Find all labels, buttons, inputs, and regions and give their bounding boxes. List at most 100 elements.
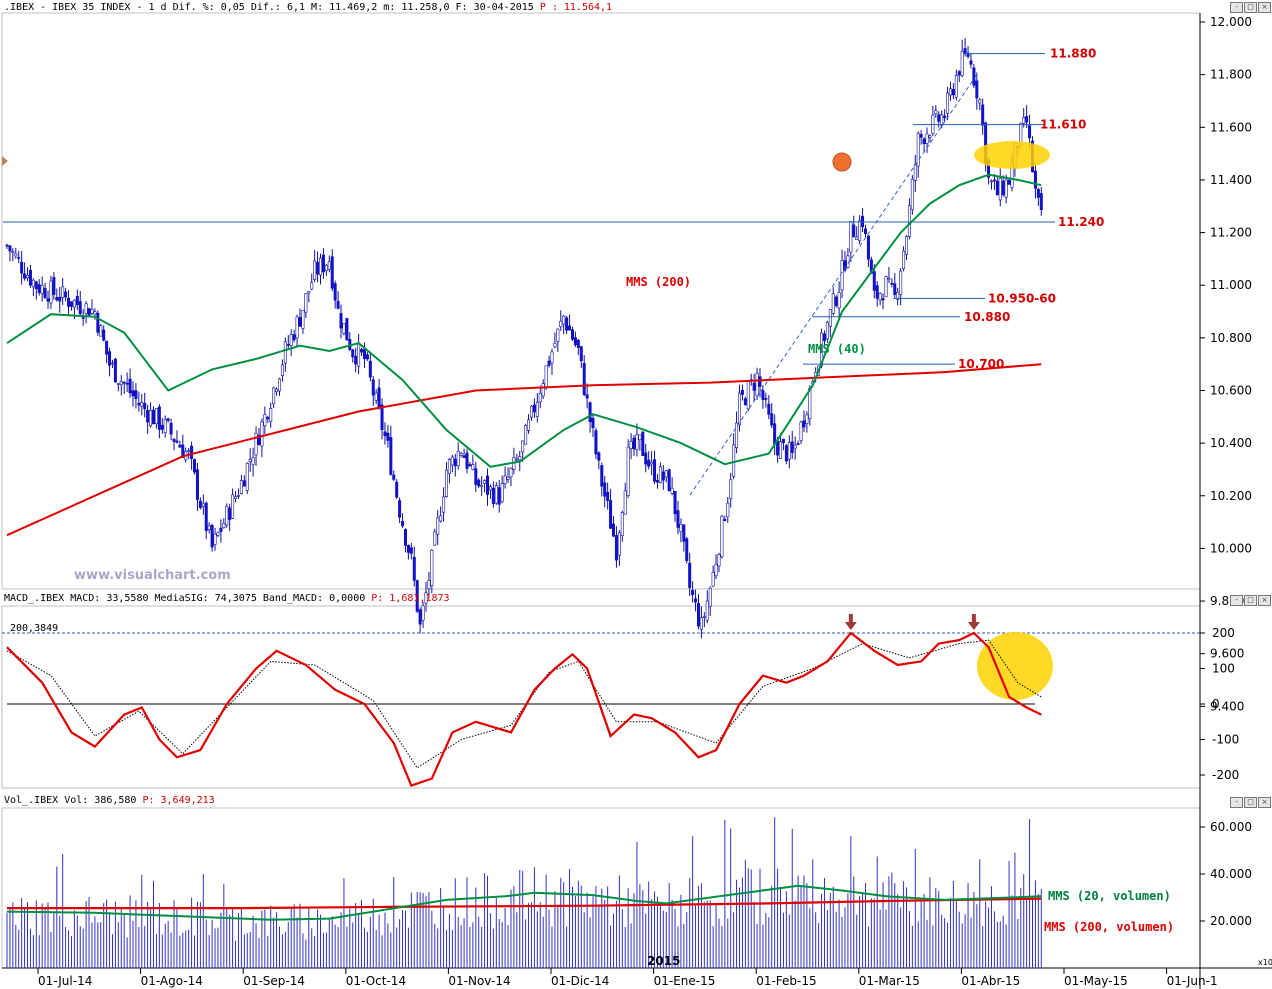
candle-down (491, 487, 495, 505)
candle-up (14, 253, 18, 257)
candle-down (600, 465, 604, 487)
candle-up (456, 451, 460, 466)
candle-up (527, 419, 531, 431)
candle-down (406, 545, 410, 553)
candle-down (743, 398, 747, 406)
candle-down (403, 529, 407, 546)
candle-up (187, 450, 191, 453)
candle-down (395, 481, 399, 498)
candle-down (852, 224, 856, 238)
candle-down (477, 479, 481, 487)
level-label: 11.610 (1040, 118, 1086, 132)
candle-up (424, 592, 428, 604)
candle-up (910, 178, 914, 210)
candle-down (398, 500, 402, 518)
candle-down (758, 376, 762, 387)
candle-up (787, 442, 791, 460)
candle-down (861, 215, 865, 228)
candle-down (691, 590, 695, 595)
candle-down (75, 296, 79, 305)
candle-up (726, 502, 730, 518)
candle-up (711, 572, 715, 587)
main-header-price: P : 11.564,1 (540, 2, 612, 13)
candle-up (319, 257, 323, 276)
candle-up (902, 250, 906, 270)
candle-up (447, 459, 451, 474)
candle-down (863, 228, 867, 235)
candle-down (55, 297, 59, 301)
candle-up (544, 365, 548, 388)
candle-up (559, 320, 563, 328)
candle-down (688, 562, 692, 588)
candle-up (427, 580, 431, 590)
candle-up (837, 292, 841, 309)
candle-down (102, 329, 106, 341)
candle-down (316, 261, 320, 275)
candle-up (324, 264, 328, 271)
candle-down (1036, 189, 1040, 198)
candle-up (779, 441, 783, 459)
candle-down (169, 422, 173, 435)
main-header-info: .IBEX - IBEX 35 INDEX - 1 d Dif. %: 0,05… (4, 2, 534, 13)
candle-up (439, 515, 443, 522)
volume-maximize-button[interactable]: □ (1244, 797, 1257, 808)
main-minimize-button[interactable]: - (1230, 2, 1243, 13)
candle-up (720, 515, 724, 558)
candle-down (685, 538, 689, 561)
candle-up (793, 444, 797, 449)
candle-up (248, 459, 252, 462)
candle-down (122, 381, 126, 384)
candle-up (849, 221, 853, 253)
candle-down (655, 480, 659, 483)
candle-down (143, 402, 147, 410)
candle-down (360, 349, 364, 353)
macd-minimize-button[interactable]: - (1230, 595, 1243, 606)
candle-up (31, 279, 35, 288)
candle-down (781, 438, 785, 443)
candle-down (612, 523, 616, 537)
candle-up (946, 92, 950, 114)
candle-up (310, 282, 314, 290)
candle-down (740, 389, 744, 395)
candle-down (661, 471, 665, 481)
main-maximize-button[interactable]: □ (1244, 2, 1257, 13)
candle-down (866, 235, 870, 260)
candle-up (887, 277, 891, 280)
candle-down (108, 351, 112, 366)
macd-close-button[interactable]: × (1258, 595, 1271, 606)
vol-mms200-label: MMS (200, volumen) (1044, 920, 1174, 934)
candle-down (609, 500, 613, 529)
volume-header: Vol_.IBEX Vol: 386,580 P: 3,649,213 (4, 795, 215, 806)
candle-up (978, 99, 982, 104)
candle-up (855, 236, 859, 241)
volume-minimize-button[interactable]: - (1230, 797, 1243, 808)
candle-up (163, 419, 167, 433)
candle-down (198, 500, 202, 508)
main-close-button[interactable]: × (1258, 2, 1271, 13)
macd-tick-label: 0 (1212, 697, 1220, 711)
candle-down (28, 269, 32, 286)
candle-down (694, 598, 698, 603)
candle-up (269, 408, 273, 422)
candle-up (629, 441, 633, 449)
candle-up (49, 280, 53, 304)
candle-up (327, 261, 331, 270)
candle-up (664, 470, 668, 478)
candle-up (805, 414, 809, 424)
x-tick-label: 01-Jul-14 (38, 974, 92, 988)
candle-down (368, 360, 372, 378)
candle-down (682, 524, 686, 542)
candle-down (565, 317, 569, 331)
candle-up (494, 485, 498, 504)
candle-down (137, 402, 141, 406)
candle-up (72, 299, 76, 308)
candle-down (20, 261, 24, 274)
volume-close-button[interactable]: × (1258, 797, 1271, 808)
x-tick-label: 01-Sep-14 (243, 974, 305, 988)
macd-maximize-button[interactable]: □ (1244, 595, 1257, 606)
candle-down (242, 480, 246, 487)
candle-down (822, 333, 826, 341)
macd-header: MACD_.IBEX MACD: 33,5580 MediaSIG: 74,30… (4, 593, 450, 604)
candle-down (23, 273, 27, 279)
